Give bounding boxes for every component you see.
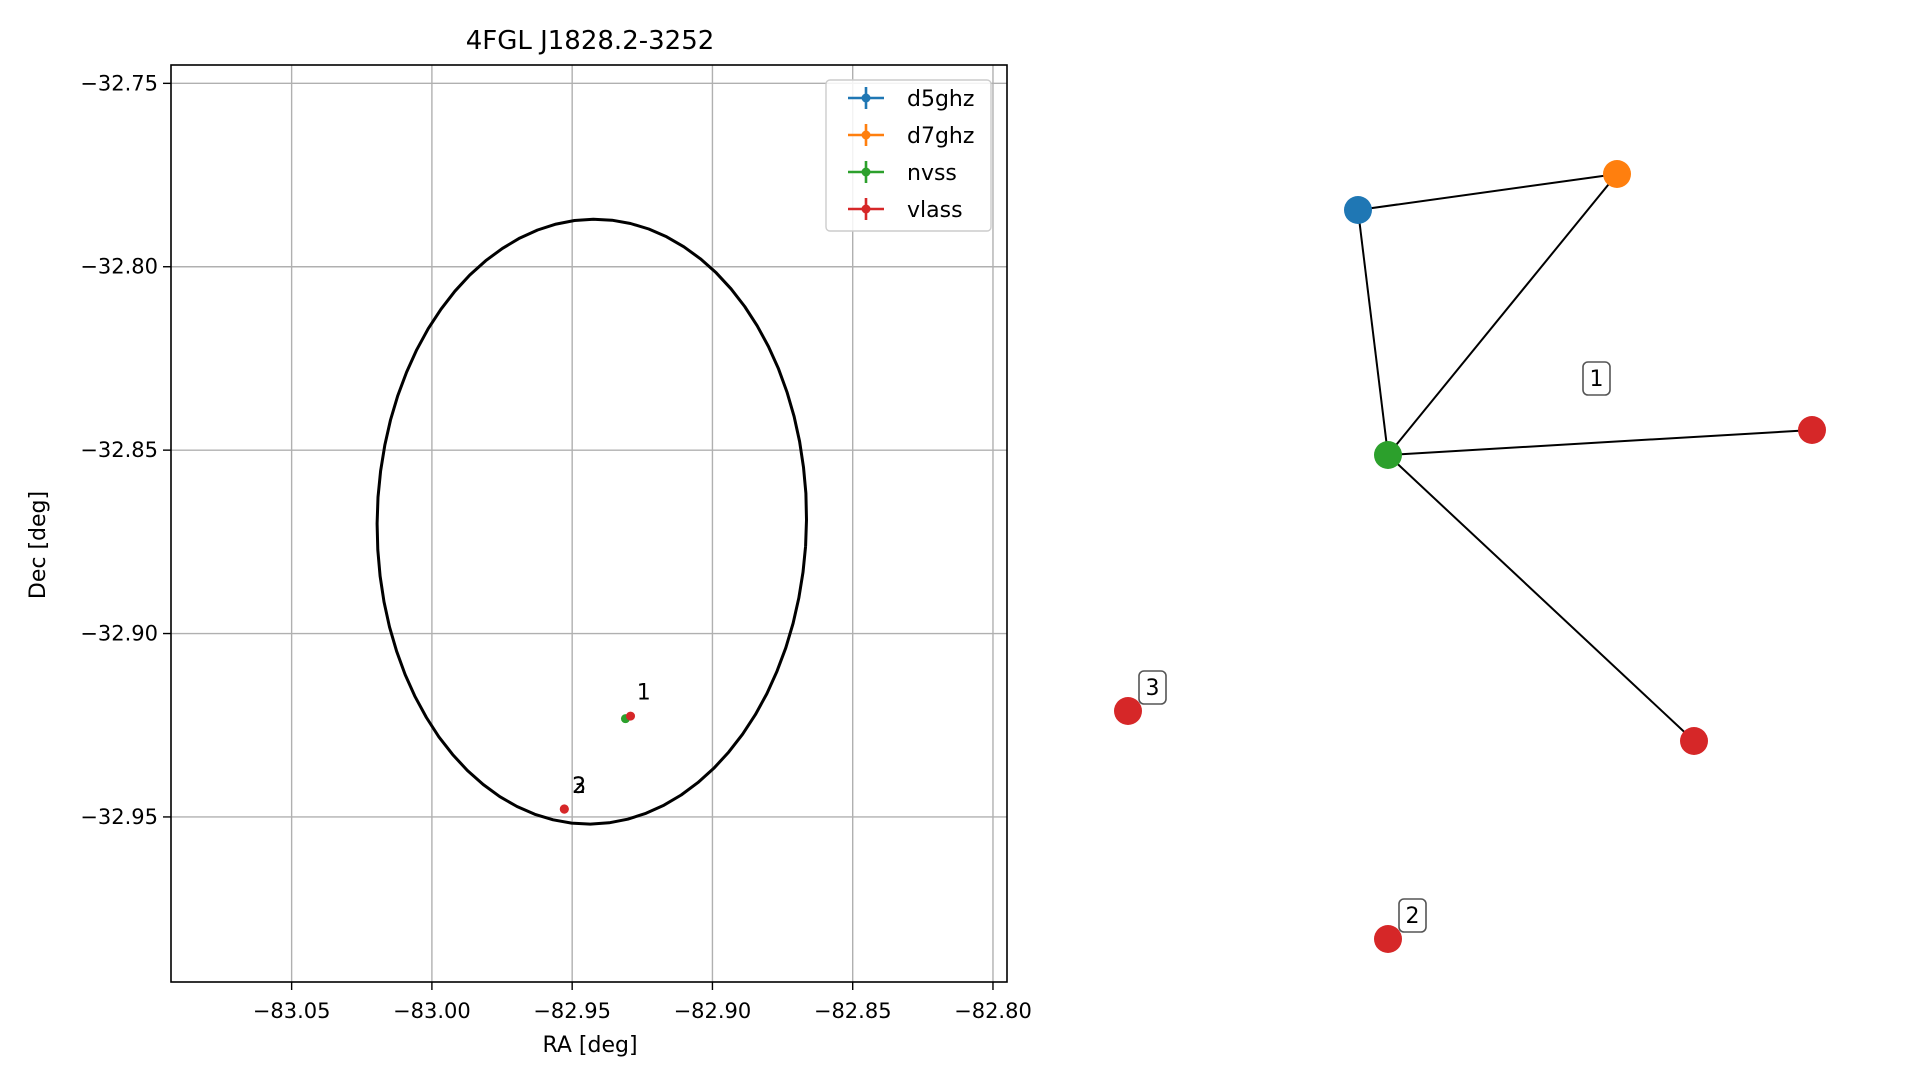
y-tick-label: −32.95 bbox=[80, 805, 158, 829]
node-vlass-d bbox=[1374, 925, 1402, 953]
point-vlass bbox=[559, 804, 569, 814]
svg-text:1: 1 bbox=[1590, 367, 1604, 392]
svg-text:3: 3 bbox=[1146, 676, 1160, 701]
graph-edges bbox=[1357, 173, 1813, 742]
y-tick-label: −32.85 bbox=[80, 438, 158, 462]
legend-entries: d5ghz d7ghz nvss vlass bbox=[848, 87, 974, 223]
data-points bbox=[559, 711, 636, 814]
edge-d5ghz-nvss bbox=[1357, 209, 1389, 456]
chart-title: 4FGL J1828.2-3252 bbox=[466, 26, 715, 56]
graph-labels: 1 3 2 bbox=[1138, 361, 1611, 933]
edge-nvss-vlass-a bbox=[1387, 429, 1813, 456]
edge-d5ghz-d7ghz bbox=[1357, 173, 1618, 211]
y-tick-label: −32.80 bbox=[80, 255, 158, 279]
y-tick-label: −32.75 bbox=[80, 71, 158, 95]
legend-label: vlass bbox=[907, 198, 963, 223]
point-vlass bbox=[626, 711, 636, 721]
x-ticks: −83.05 −83.00 −82.95 −82.90 −82.85 −82.80 bbox=[253, 982, 1032, 1023]
scatter-plot: 1 23 −83.05 −83.00 −82.95 −82.90 −82.85 −82.80… bbox=[26, 26, 1032, 1058]
x-tick-label: −83.00 bbox=[393, 999, 471, 1023]
graph-label-3: 3 bbox=[1138, 670, 1167, 705]
legend-entry-nvss: nvss bbox=[848, 161, 957, 186]
node-d7ghz bbox=[1603, 160, 1631, 188]
node-d5ghz bbox=[1344, 196, 1372, 224]
association-graph: 1 3 2 bbox=[1114, 160, 1826, 953]
x-tick-label: −82.80 bbox=[954, 999, 1032, 1023]
legend: d5ghz d7ghz nvss vlass bbox=[825, 79, 992, 232]
node-vlass-a bbox=[1798, 416, 1826, 444]
error-ellipse bbox=[375, 217, 808, 826]
graph-nodes bbox=[1114, 160, 1826, 953]
node-vlass-c bbox=[1114, 697, 1142, 725]
annotation-3: 3 bbox=[572, 774, 586, 799]
svg-text:2: 2 bbox=[1406, 904, 1420, 929]
x-tick-label: −82.90 bbox=[674, 999, 752, 1023]
legend-entry-vlass: vlass bbox=[848, 198, 963, 223]
graph-label-2: 2 bbox=[1398, 898, 1427, 933]
plot-frame bbox=[170, 64, 1008, 983]
y-tick-label: −32.90 bbox=[80, 622, 158, 646]
x-tick-label: −82.85 bbox=[814, 999, 892, 1023]
y-axis-title: Dec [deg] bbox=[26, 491, 51, 599]
node-vlass-b bbox=[1680, 727, 1708, 755]
graph-label-1: 1 bbox=[1582, 361, 1611, 396]
legend-label: nvss bbox=[907, 161, 957, 186]
annotation-2: 2 bbox=[572, 774, 586, 799]
legend-label: d5ghz bbox=[907, 87, 974, 112]
x-tick-label: −83.05 bbox=[253, 999, 331, 1023]
legend-entry-d5ghz: d5ghz bbox=[848, 87, 974, 112]
grid bbox=[171, 65, 1007, 982]
x-axis-title: RA [deg] bbox=[542, 1033, 637, 1058]
point-annotations: 1 23 bbox=[572, 681, 651, 800]
y-ticks: −32.75 −32.80 −32.85 −32.90 −32.95 bbox=[80, 71, 171, 829]
legend-box bbox=[825, 79, 992, 232]
node-nvss bbox=[1374, 441, 1402, 469]
edge-d7ghz-nvss bbox=[1387, 173, 1618, 456]
edge-nvss-vlass-b bbox=[1387, 454, 1695, 742]
legend-entry-d7ghz: d7ghz bbox=[848, 124, 974, 149]
localization-ellipse bbox=[375, 217, 808, 826]
x-tick-label: −82.95 bbox=[533, 999, 611, 1023]
legend-label: d7ghz bbox=[907, 124, 974, 149]
annotation-1: 1 bbox=[637, 681, 651, 706]
